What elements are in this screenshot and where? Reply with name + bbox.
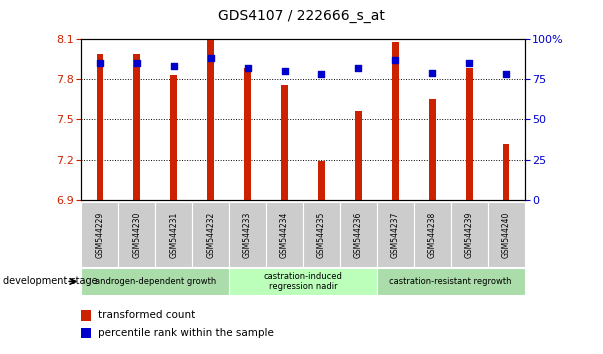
- Bar: [81, 329, 91, 338]
- Bar: [488, 202, 525, 267]
- Text: GSM544229: GSM544229: [95, 211, 104, 258]
- Bar: [451, 202, 488, 267]
- Bar: [81, 310, 91, 321]
- Point: [132, 60, 142, 66]
- Bar: [281, 85, 288, 200]
- Bar: [318, 161, 325, 200]
- Bar: [81, 268, 229, 295]
- Point: [317, 72, 326, 77]
- Text: androgen-dependent growth: androgen-dependent growth: [95, 277, 216, 286]
- Text: GSM544237: GSM544237: [391, 211, 400, 258]
- Point: [206, 56, 215, 61]
- Text: GSM544232: GSM544232: [206, 211, 215, 258]
- Text: transformed count: transformed count: [98, 310, 196, 320]
- Bar: [156, 202, 192, 267]
- Text: GSM544235: GSM544235: [317, 211, 326, 258]
- Bar: [266, 202, 303, 267]
- Text: GSM544231: GSM544231: [169, 211, 178, 258]
- Bar: [503, 144, 510, 200]
- Point: [501, 72, 511, 77]
- Text: GSM544234: GSM544234: [280, 211, 289, 258]
- Bar: [171, 75, 177, 200]
- Bar: [207, 40, 214, 200]
- Bar: [340, 202, 377, 267]
- Text: castration-induced
regression nadir: castration-induced regression nadir: [264, 272, 343, 291]
- Bar: [377, 268, 525, 295]
- Text: GSM544240: GSM544240: [502, 211, 511, 258]
- Point: [428, 70, 437, 76]
- Text: GSM544238: GSM544238: [428, 211, 437, 258]
- Text: GSM544230: GSM544230: [132, 211, 141, 258]
- Point: [353, 65, 363, 71]
- Point: [464, 60, 474, 66]
- Bar: [192, 202, 229, 267]
- Bar: [118, 202, 156, 267]
- Bar: [133, 54, 140, 200]
- Bar: [377, 202, 414, 267]
- Text: castration-resistant regrowth: castration-resistant regrowth: [390, 277, 512, 286]
- Text: development stage: development stage: [3, 276, 98, 286]
- Bar: [303, 202, 340, 267]
- Point: [280, 68, 289, 74]
- Bar: [466, 68, 473, 200]
- Bar: [355, 112, 362, 200]
- Text: GDS4107 / 222666_s_at: GDS4107 / 222666_s_at: [218, 9, 385, 23]
- Bar: [81, 202, 118, 267]
- Point: [95, 60, 105, 66]
- Text: GSM544233: GSM544233: [243, 211, 252, 258]
- Text: percentile rank within the sample: percentile rank within the sample: [98, 328, 274, 338]
- Text: GSM544239: GSM544239: [465, 211, 474, 258]
- Text: GSM544236: GSM544236: [354, 211, 363, 258]
- Bar: [96, 54, 103, 200]
- Bar: [414, 202, 451, 267]
- Point: [169, 63, 178, 69]
- Bar: [229, 202, 266, 267]
- Point: [243, 65, 253, 71]
- Point: [391, 57, 400, 63]
- Bar: [229, 268, 377, 295]
- Bar: [244, 68, 251, 200]
- Bar: [429, 99, 435, 200]
- Bar: [392, 42, 399, 200]
